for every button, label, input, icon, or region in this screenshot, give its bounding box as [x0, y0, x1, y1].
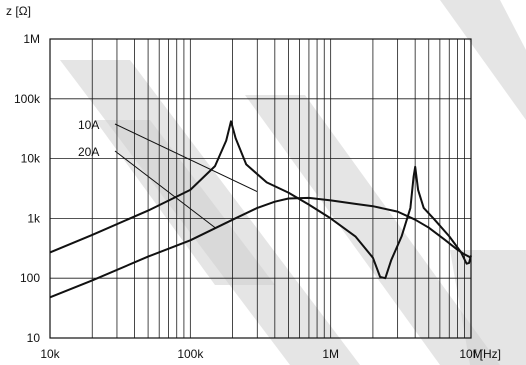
y-axis-label: z [Ω]: [6, 4, 31, 18]
y-tick-labels: 10 100 1k 10k 100k 1M: [14, 32, 41, 345]
annotation-20a: 20A: [78, 145, 99, 159]
x-tick-label: 1M: [322, 347, 339, 361]
watermark-stripe-5: [440, 0, 526, 120]
annotation-10a: 10A: [78, 118, 99, 132]
y-tick-label: 1k: [27, 211, 41, 225]
y-tick-label: 1M: [23, 32, 40, 46]
series-lines: [49, 120, 472, 299]
series-line-10a: [49, 120, 472, 280]
plot-frame: [49, 38, 472, 339]
x-tick-labels: 10k 100k 1M 10M: [40, 347, 482, 361]
y-tick-label: 100: [20, 271, 40, 285]
y-tick-label: 100k: [14, 92, 41, 106]
y-tick-label: 10: [27, 331, 41, 345]
watermark: [60, 0, 526, 365]
x-tick-label: 10M: [459, 347, 482, 361]
leader-line-10a: [114, 123, 258, 193]
leader-lines: [114, 123, 258, 229]
x-axis-label: f [Hz]: [473, 347, 501, 361]
leader-line-20a: [114, 150, 216, 229]
watermark-stripe-2: [95, 120, 275, 285]
watermark-stripe-4: [450, 250, 526, 365]
x-tick-label: 100k: [177, 347, 204, 361]
y-tick-label: 10k: [21, 152, 41, 166]
x-tick-label: 10k: [40, 347, 60, 361]
series-line-20a: [49, 196, 472, 299]
